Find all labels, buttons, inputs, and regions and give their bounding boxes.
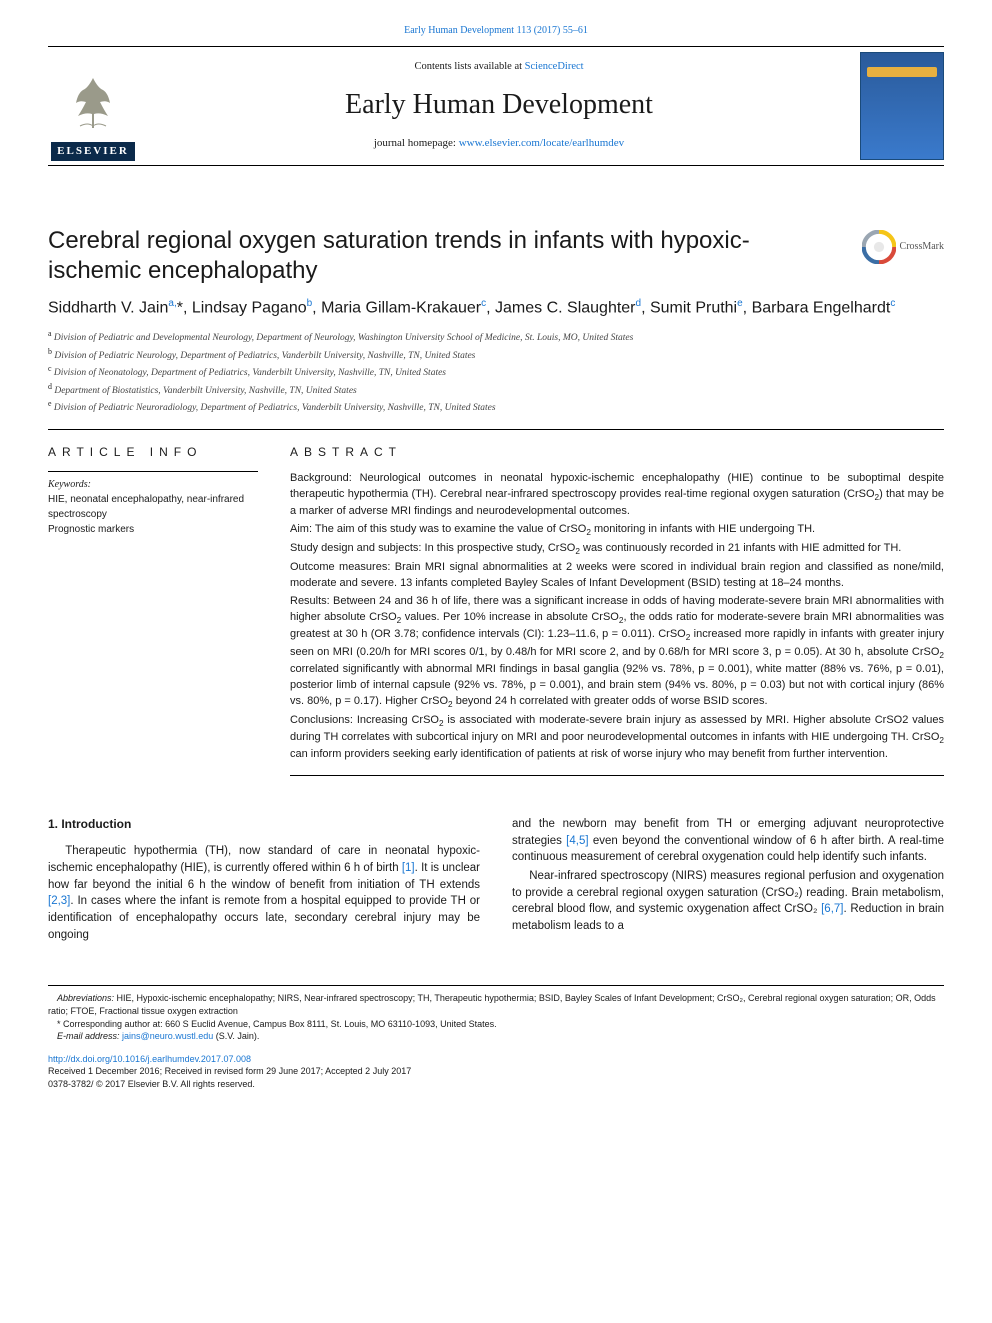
publisher-name: ELSEVIER [51, 142, 135, 161]
header-center: Contents lists available at ScienceDirec… [150, 60, 848, 151]
abbreviations-footnote: Abbreviations: HIE, Hypoxic-ischemic enc… [48, 992, 944, 1017]
body-para-1: Therapeutic hypothermia (TH), now standa… [48, 843, 480, 943]
title-row: Cerebral regional oxygen saturation tren… [48, 226, 944, 286]
homepage-line: journal homepage: www.elsevier.com/locat… [150, 136, 848, 151]
article-history: Received 1 December 2016; Received in re… [48, 1065, 944, 1078]
abbrev-label: Abbreviations: [57, 993, 114, 1003]
corresponding-footnote: * Corresponding author at: 660 S Euclid … [48, 1018, 944, 1031]
email-label: E-mail address: [57, 1031, 120, 1041]
affiliations: a Division of Pediatric and Developmenta… [48, 328, 944, 415]
crossmark-badge[interactable]: CrossMark [862, 230, 944, 264]
keyword-line: Prognostic markers [48, 522, 258, 537]
abstract-segment: Outcome measures: Brain MRI signal abnor… [290, 560, 944, 592]
article-info-label: ARTICLE INFO [48, 444, 258, 461]
abstract-col: ABSTRACT Background: Neurological outcom… [290, 444, 944, 776]
publisher-logo: ELSEVIER [48, 51, 138, 161]
affiliation-line: a Division of Pediatric and Developmenta… [48, 328, 944, 345]
keywords-list: HIE, neonatal encephalopathy, near-infra… [48, 492, 258, 537]
doi-link[interactable]: http://dx.doi.org/10.1016/j.earlhumdev.2… [48, 1054, 251, 1064]
abstract-segment: Background: Neurological outcomes in neo… [290, 471, 944, 520]
corr-email-link[interactable]: jains@neuro.wustl.edu [122, 1031, 213, 1041]
email-footnote: E-mail address: jains@neuro.wustl.edu (S… [48, 1030, 944, 1043]
keyword-line: HIE, neonatal encephalopathy, near-infra… [48, 492, 258, 522]
issn-copyright: 0378-3782/ © 2017 Elsevier B.V. All righ… [48, 1078, 944, 1091]
body-columns: 1. Introduction Therapeutic hypothermia … [48, 816, 944, 945]
journal-homepage-link[interactable]: www.elsevier.com/locate/earlhumdev [459, 137, 624, 149]
journal-header: ELSEVIER Contents lists available at Sci… [48, 46, 944, 166]
issue-citation-link[interactable]: Early Human Development 113 (2017) 55–61 [404, 25, 588, 36]
abstract-segment: Study design and subjects: In this prosp… [290, 541, 944, 558]
abstract-segment: Results: Between 24 and 36 h of life, th… [290, 594, 944, 710]
body-col-right: and the newborn may benefit from TH or e… [512, 816, 944, 945]
footnotes: Abbreviations: HIE, Hypoxic-ischemic enc… [48, 985, 944, 1042]
abstract-bottom-rule [290, 775, 944, 776]
journal-title: Early Human Development [150, 85, 848, 124]
body-para-3: Near-infrared spectroscopy (NIRS) measur… [512, 868, 944, 935]
email-suffix: (S.V. Jain). [213, 1031, 259, 1041]
crossmark-icon [862, 230, 896, 264]
abbrev-text: HIE, Hypoxic-ischemic encephalopathy; NI… [48, 993, 936, 1016]
journal-cover-thumb [860, 52, 944, 160]
keywords-heading: Keywords: [48, 471, 258, 492]
affiliation-line: e Division of Pediatric Neuroradiology, … [48, 398, 944, 415]
affiliation-line: d Department of Biostatistics, Vanderbil… [48, 381, 944, 398]
authors-list: Siddharth V. Jaina,*, Lindsay Paganob, M… [48, 296, 944, 320]
abstract-segment: Aim: The aim of this study was to examin… [290, 522, 944, 539]
contents-line: Contents lists available at ScienceDirec… [150, 60, 848, 75]
section-heading-intro: 1. Introduction [48, 816, 480, 833]
abstract-body: Background: Neurological outcomes in neo… [290, 471, 944, 763]
affiliation-line: c Division of Neonatology, Department of… [48, 363, 944, 380]
corr-text: Corresponding author at: 660 S Euclid Av… [61, 1019, 497, 1029]
article-meta: http://dx.doi.org/10.1016/j.earlhumdev.2… [48, 1053, 944, 1091]
abstract-segment: Conclusions: Increasing CrSO2 is associa… [290, 713, 944, 763]
article-title: Cerebral regional oxygen saturation tren… [48, 226, 838, 286]
info-abstract-row: ARTICLE INFO Keywords: HIE, neonatal enc… [48, 429, 944, 776]
crossmark-label: CrossMark [900, 240, 944, 254]
affiliation-line: b Division of Pediatric Neurology, Depar… [48, 346, 944, 363]
elsevier-tree-icon [58, 68, 128, 138]
abstract-label: ABSTRACT [290, 444, 944, 461]
body-col-left: 1. Introduction Therapeutic hypothermia … [48, 816, 480, 945]
contents-prefix: Contents lists available at [414, 61, 524, 72]
sciencedirect-link[interactable]: ScienceDirect [525, 61, 584, 72]
article-info-col: ARTICLE INFO Keywords: HIE, neonatal enc… [48, 444, 258, 776]
issue-citation: Early Human Development 113 (2017) 55–61 [48, 24, 944, 38]
homepage-prefix: journal homepage: [374, 137, 459, 149]
body-para-2: and the newborn may benefit from TH or e… [512, 816, 944, 866]
